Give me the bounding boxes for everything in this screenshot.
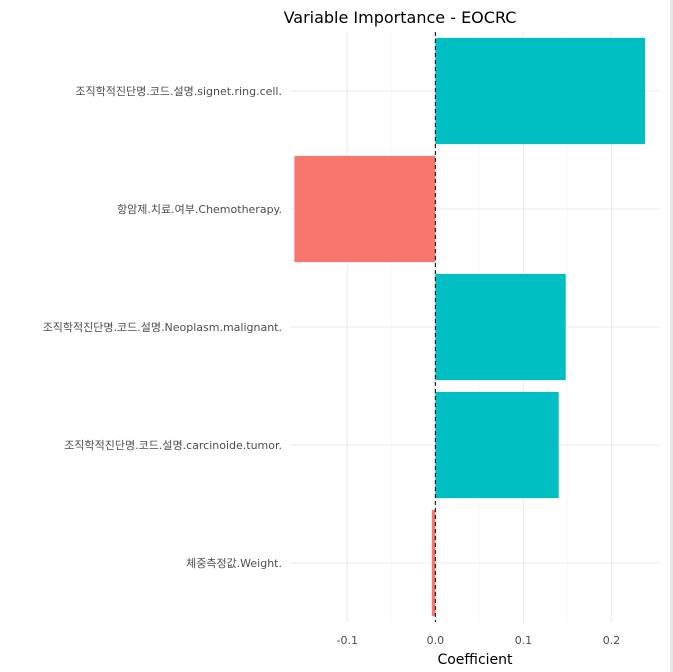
category-labels: 조직학적진단명.코드.설명.signet.ring.cell. 항암제.치료.여부… bbox=[43, 85, 282, 570]
bar-1 bbox=[435, 37, 646, 145]
x-tick-label: 0.0 bbox=[427, 634, 445, 647]
x-tick-label: 0.1 bbox=[515, 634, 533, 647]
category-label: 체중측정값.Weight. bbox=[186, 557, 282, 570]
bar-3 bbox=[435, 273, 566, 381]
x-tick-label: 0.2 bbox=[603, 634, 621, 647]
bar-2 bbox=[294, 155, 436, 263]
frame-edge bbox=[670, 0, 673, 672]
x-tick-labels: -0.1 0.0 0.1 0.2 bbox=[337, 634, 621, 647]
x-tick-label: -0.1 bbox=[337, 634, 358, 647]
bars bbox=[294, 37, 646, 617]
category-label: 조직학적진단명.코드.설명.carcinoide.tumor. bbox=[64, 439, 282, 452]
category-label: 조직학적진단명.코드.설명.Neoplasm.malignant. bbox=[43, 321, 282, 334]
x-axis-label: Coefficient bbox=[437, 652, 513, 668]
bar-5 bbox=[431, 509, 436, 617]
category-label: 항암제.치료.여부.Chemotherapy. bbox=[117, 203, 282, 216]
chart-title: Variable Importance - EOCRC bbox=[284, 8, 517, 27]
category-label: 조직학적진단명.코드.설명.signet.ring.cell. bbox=[75, 85, 282, 98]
bar-4 bbox=[435, 391, 559, 499]
